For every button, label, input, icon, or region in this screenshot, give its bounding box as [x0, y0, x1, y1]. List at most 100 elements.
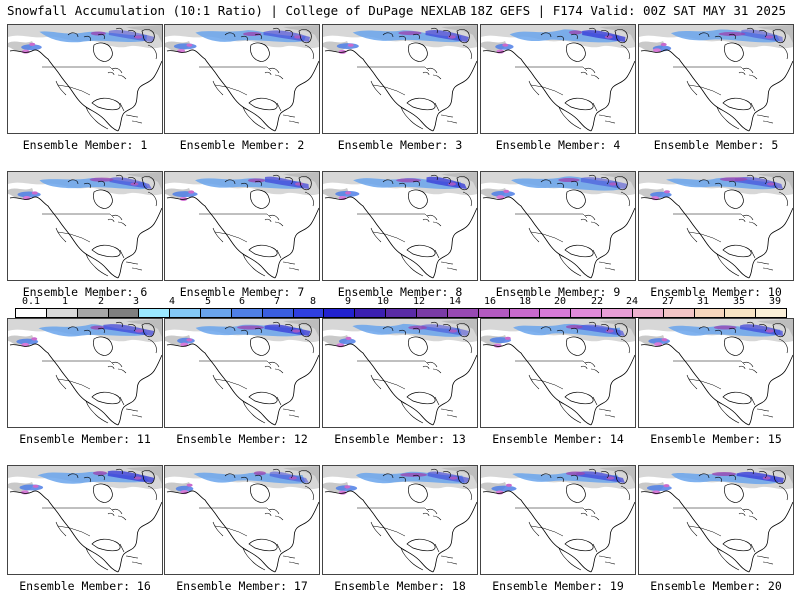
ensemble-member-label: Ensemble Member: 15 — [650, 432, 782, 446]
snowfall-map — [480, 24, 636, 134]
ensemble-member-label: Ensemble Member: 16 — [19, 579, 151, 593]
colorbar-swatch — [201, 309, 232, 317]
ensemble-member-label: Ensemble Member: 4 — [495, 138, 621, 152]
colorbar-tick-label: 2 — [97, 296, 105, 307]
ensemble-member-panel: Ensemble Member: 18 — [322, 465, 478, 593]
ensemble-member-label: Ensemble Member: 14 — [492, 432, 624, 446]
colorbar-swatch — [602, 309, 633, 317]
snowfall-map — [638, 24, 794, 134]
snowfall-map — [638, 465, 794, 575]
snowfall-map — [480, 318, 636, 428]
colorbar-tick-label: 24 — [625, 296, 639, 307]
colorbar-tick-label: 14 — [448, 296, 462, 307]
colorbar-tick-label: 16 — [483, 296, 497, 307]
ensemble-member-panel: Ensemble Member: 4 — [480, 24, 636, 152]
ensemble-member-panel: Ensemble Member: 20 — [638, 465, 794, 593]
colorbar-tick-label: 1 — [61, 296, 69, 307]
colorbar-swatch — [756, 309, 787, 317]
colorbar-tick-label: 10 — [376, 296, 390, 307]
colorbar-swatch — [478, 309, 510, 317]
ensemble-member-panel: Ensemble Member: 11 — [7, 318, 163, 446]
ensemble-member-label: Ensemble Member: 6 — [22, 285, 148, 299]
ensemble-member-label: Ensemble Member: 1 — [22, 138, 148, 152]
colorbar-swatch — [262, 309, 294, 317]
ensemble-member-label: Ensemble Member: 12 — [176, 432, 308, 446]
colorbar-swatch — [447, 309, 479, 317]
colorbar-swatch — [725, 309, 757, 317]
ensemble-member-panel: Ensemble Member: 8 — [322, 171, 478, 299]
colorbar-tick-label: 8 — [309, 296, 317, 307]
snowfall-map — [7, 465, 163, 575]
colorbar-swatch — [540, 309, 572, 317]
ensemble-member-panel: Ensemble Member: 2 — [164, 24, 320, 152]
snowfall-map — [322, 465, 478, 575]
snowfall-map — [480, 465, 636, 575]
page-header: Snowfall Accumulation (10:1 Ratio) | Col… — [0, 0, 800, 22]
colorbar-swatch — [293, 309, 325, 317]
snowfall-map — [322, 318, 478, 428]
ensemble-member-panel: Ensemble Member: 6 — [7, 171, 163, 299]
ensemble-member-label: Ensemble Member: 5 — [653, 138, 779, 152]
colorbar-tick-label: 27 — [661, 296, 675, 307]
page-title: Snowfall Accumulation (10:1 Ratio) | Col… — [7, 3, 467, 18]
colorbar-tick-label: 6 — [238, 296, 246, 307]
ensemble-member-label: Ensemble Member: 19 — [492, 579, 624, 593]
colorbar-tick-label: 7 — [273, 296, 281, 307]
ensemble-member-panel: Ensemble Member: 7 — [164, 171, 320, 299]
colorbar-tick-label: 3 — [132, 296, 140, 307]
snowfall-map — [322, 171, 478, 281]
colorbar-swatch — [170, 309, 202, 317]
ensemble-member-label: Ensemble Member: 18 — [334, 579, 466, 593]
ensemble-member-panel: Ensemble Member: 10 — [638, 171, 794, 299]
colorbar-swatch — [694, 309, 726, 317]
ensemble-member-panel: Ensemble Member: 13 — [322, 318, 478, 446]
snowfall-map — [638, 171, 794, 281]
colorbar-swatch — [386, 309, 417, 317]
snowfall-map — [164, 465, 320, 575]
ensemble-member-panel: Ensemble Member: 12 — [164, 318, 320, 446]
colorbar-swatch — [77, 309, 109, 317]
ensemble-member-label: Ensemble Member: 3 — [337, 138, 463, 152]
snowfall-map — [638, 318, 794, 428]
run-valid-time: 18Z GEFS | F174 Valid: 00Z SAT MAY 31 20… — [469, 3, 786, 18]
snowfall-map — [164, 318, 320, 428]
ensemble-member-panel: Ensemble Member: 19 — [480, 465, 636, 593]
colorbar-strip — [15, 308, 787, 318]
ensemble-member-panel: Ensemble Member: 17 — [164, 465, 320, 593]
colorbar-swatch — [416, 309, 448, 317]
snowfall-map — [164, 24, 320, 134]
ensemble-member-label: Ensemble Member: 10 — [650, 285, 782, 299]
snowfall-map — [480, 171, 636, 281]
colorbar-swatch — [509, 309, 541, 317]
colorbar-swatch — [571, 309, 603, 317]
colorbar-swatch — [663, 309, 695, 317]
colorbar-tick-label: 12 — [412, 296, 426, 307]
ensemble-member-panel: Ensemble Member: 5 — [638, 24, 794, 152]
colorbar-tick-label: 35 — [732, 296, 746, 307]
colorbar-tick-label: 5 — [204, 296, 212, 307]
colorbar-swatch — [16, 309, 47, 317]
colorbar-tick-label: 22 — [590, 296, 604, 307]
colorbar-swatch — [632, 309, 664, 317]
ensemble-member-label: Ensemble Member: 11 — [19, 432, 151, 446]
snowfall-map — [7, 171, 163, 281]
colorbar-tick-label: 39 — [768, 296, 782, 307]
colorbar-swatch — [46, 309, 78, 317]
colorbar-tick-label: 31 — [696, 296, 710, 307]
colorbar-legend: 0.1 1 2 3 4 5 6 7 8 9 10 12 14 16 18 20 22 24 27 31 35 39 — [15, 296, 787, 322]
snowfall-map — [322, 24, 478, 134]
colorbar-labels: 0.1 1 2 3 4 5 6 7 8 9 10 12 14 16 18 20 22 24 27 31 35 39 — [15, 296, 787, 307]
ensemble-member-panel: Ensemble Member: 3 — [322, 24, 478, 152]
ensemble-member-label: Ensemble Member: 8 — [337, 285, 463, 299]
ensemble-member-label: Ensemble Member: 9 — [495, 285, 621, 299]
colorbar-tick-label: 0.1 — [21, 296, 41, 307]
colorbar-tick-label: 20 — [553, 296, 567, 307]
ensemble-member-label: Ensemble Member: 2 — [179, 138, 305, 152]
ensemble-member-label: Ensemble Member: 17 — [176, 579, 308, 593]
colorbar-swatch — [231, 309, 263, 317]
ensemble-member-label: Ensemble Member: 7 — [179, 285, 305, 299]
ensemble-member-panel: Ensemble Member: 14 — [480, 318, 636, 446]
colorbar-tick-label: 4 — [168, 296, 176, 307]
ensemble-member-label: Ensemble Member: 20 — [650, 579, 782, 593]
ensemble-member-panel: Ensemble Member: 15 — [638, 318, 794, 446]
